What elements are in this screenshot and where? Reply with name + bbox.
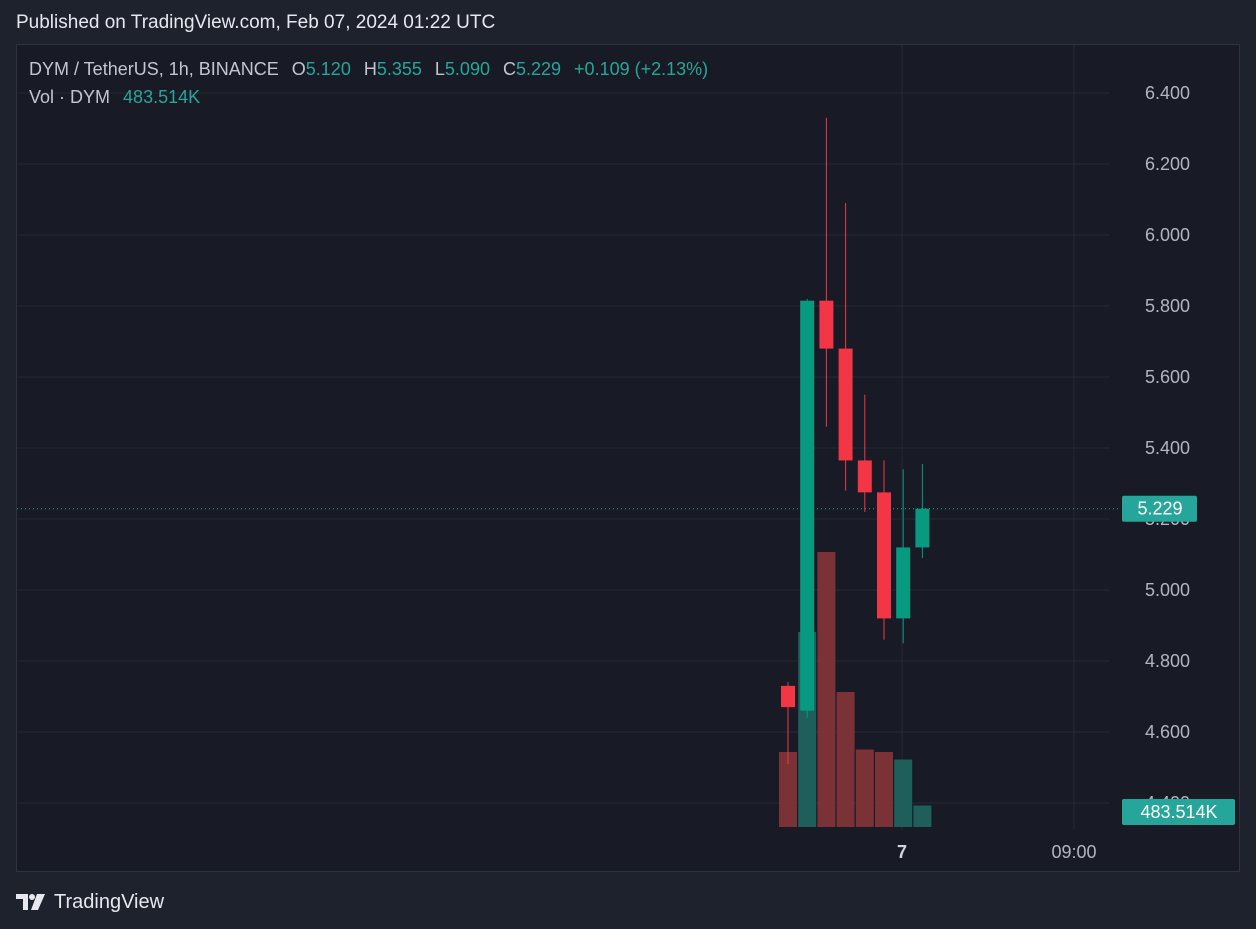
candle-body	[800, 300, 815, 711]
volume-badge	[1122, 799, 1235, 825]
change-value: +0.109 (+2.13%)	[574, 59, 709, 79]
high-label: H	[363, 59, 377, 79]
candle-body	[915, 508, 930, 548]
symbol-label[interactable]: DYM / TetherUS, 1h, BINANCE	[29, 59, 279, 79]
y-tick-label: 5.800	[1145, 296, 1190, 316]
y-tick-label: 6.400	[1145, 83, 1190, 103]
volume-badge-text: 483.514K	[1140, 802, 1217, 822]
ohlc-legend-row: DYM / TetherUS, 1h, BINANCE O5.120 H5.35…	[29, 58, 716, 86]
published-caption: Published on TradingView.com, Feb 07, 20…	[16, 12, 496, 33]
volume-bar	[836, 692, 855, 827]
chart-frame[interactable]	[16, 44, 1240, 872]
chart-legend: DYM / TetherUS, 1h, BINANCE O5.120 H5.35…	[29, 58, 716, 114]
y-tick-label: 6.000	[1145, 225, 1190, 245]
open-value: 5.120	[305, 59, 351, 79]
candle-body	[819, 300, 834, 349]
close-value: 5.229	[515, 59, 562, 79]
candle-body	[781, 685, 795, 708]
x-tick-label: 7	[897, 842, 907, 862]
high-value: 5.355	[376, 59, 422, 79]
candle-body	[857, 460, 872, 493]
low-label: L	[434, 59, 445, 79]
volume-legend-row: Vol · DYM 483.514K	[29, 86, 716, 114]
x-tick-label: 09:00	[1051, 842, 1096, 862]
y-tick-label: 5.000	[1145, 580, 1190, 600]
volume-bar	[817, 552, 836, 827]
y-tick-label: 4.800	[1145, 651, 1190, 671]
volume-bar	[875, 752, 893, 827]
tradingview-logo-icon[interactable]	[16, 892, 46, 912]
last-price-badge	[1122, 495, 1197, 522]
y-tick-label: 4.600	[1145, 722, 1190, 742]
volume-bar	[913, 805, 932, 827]
open-label: O	[291, 59, 306, 79]
volume-label[interactable]: Vol · DYM	[29, 87, 111, 107]
candle-body	[877, 492, 891, 619]
footer: TradingView	[16, 890, 164, 914]
y-tick-label: 6.200	[1145, 154, 1190, 174]
volume-bar	[894, 759, 913, 827]
y-tick-label: 5.600	[1145, 367, 1190, 387]
close-label: C	[502, 59, 516, 79]
volume-value: 483.514K	[123, 87, 201, 107]
low-value: 5.090	[444, 59, 490, 79]
y-tick-label: 5.400	[1145, 438, 1190, 458]
candle-body	[896, 547, 911, 619]
candle-body	[838, 348, 853, 461]
volume-bar	[779, 752, 797, 827]
tradingview-brand[interactable]: TradingView	[54, 890, 165, 913]
volume-bar	[855, 749, 874, 827]
last-price-badge-text: 5.229	[1137, 499, 1182, 519]
